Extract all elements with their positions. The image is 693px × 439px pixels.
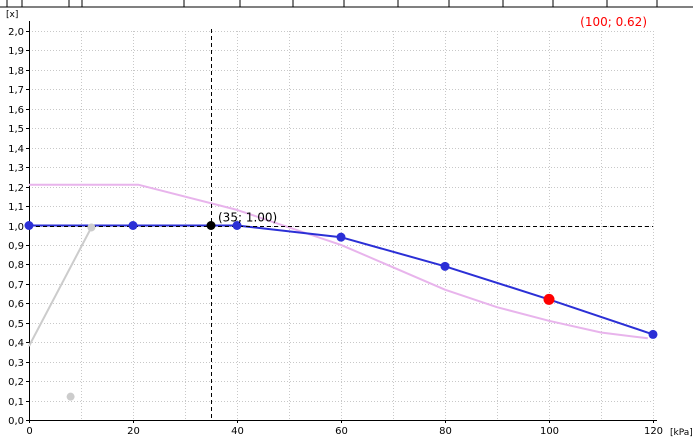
series-point[interactable] [128,221,138,230]
chart-ticks: 0,0 0,1 0,2 0,3 0,4 0,5 0,6 0,7 0,8 0,9 1,0 1,1 1,2 1… [8,27,663,437]
gray-point[interactable] [87,223,96,232]
y-tick-label: 0,3 [8,358,24,369]
y-tick-label: 0,5 [8,319,24,330]
chart-grid [0,0,693,421]
y-tick-label: 0,4 [8,338,24,349]
x-tick-label: 0 [26,426,32,437]
y-tick-label: 0,9 [8,241,24,252]
y-tick-label: 0,1 [8,397,24,408]
y-tick-label: 1,0 [8,222,24,233]
y-tick-label: 1,6 [8,105,24,116]
y-tick-label: 1,7 [8,85,24,96]
series-point[interactable] [336,232,346,242]
y-tick-label: 1,3 [8,163,24,174]
y-unit-label: [x] [6,10,18,20]
y-tick-label: 1,9 [8,46,24,57]
x-tick-label: 60 [335,426,348,437]
series-point[interactable] [648,329,658,339]
chart-markers[interactable] [24,221,658,401]
x-tick-label: 120 [644,426,663,437]
x-tick-label: 20 [127,426,140,437]
selected-point[interactable] [543,293,555,305]
x-unit-label: [kPa] [670,428,693,438]
x-tick-label: 100 [540,426,559,437]
y-tick-label: 2,0 [8,27,24,38]
y-tick-label: 1,8 [8,66,24,77]
series-point[interactable] [232,221,242,230]
crosshair-point[interactable] [206,221,216,230]
series-line-0 [29,183,648,340]
y-tick-label: 0,2 [8,377,24,388]
gray-point[interactable] [66,392,75,401]
y-tick-label: 0,0 [8,416,24,427]
y-tick-label: 1,2 [8,183,24,194]
y-tick-label: 1,1 [8,202,24,213]
cursor-readout: (100; 0.62) [580,15,647,29]
crosshair-label: (35; 1.00) [218,211,277,225]
y-tick-label: 0,8 [8,260,24,271]
y-tick-label: 1,5 [8,124,24,135]
y-tick-label: 1,4 [8,144,24,155]
series-point[interactable] [440,261,450,271]
x-tick-label: 80 [439,426,452,437]
y-tick-label: 0,7 [8,280,24,291]
series-point[interactable] [24,221,34,230]
series-line-1 [28,226,93,347]
y-tick-label: 0,6 [8,299,24,310]
x-tick-label: 40 [231,426,244,437]
